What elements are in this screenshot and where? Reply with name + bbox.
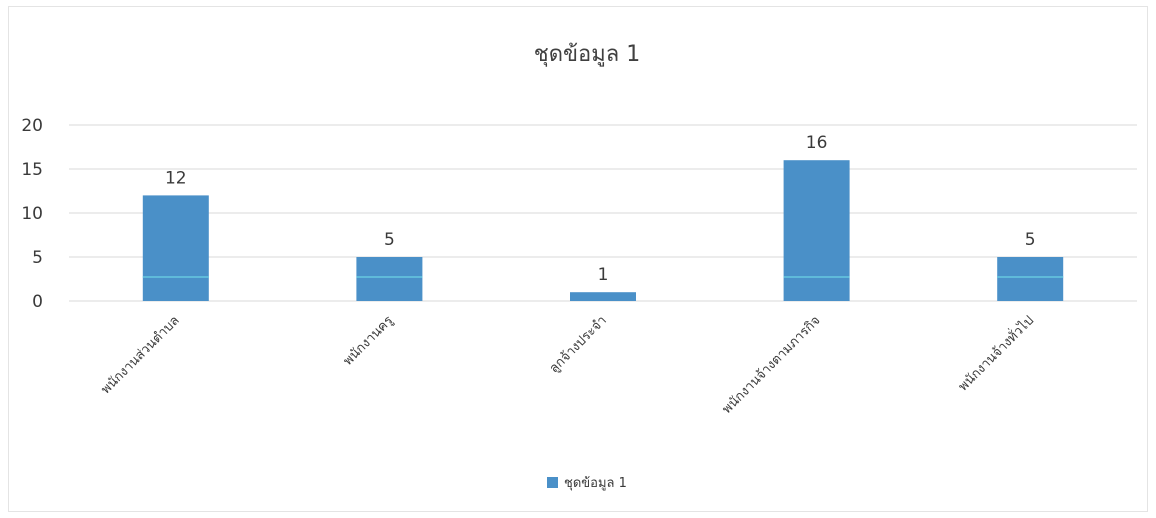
bar [783,160,850,301]
data-label: 16 [806,133,828,153]
bar-chart: ชุดข้อมูล 1 0 5 10 15 20 12 5 1 16 5 พนักงานส่วน… [21,42,1137,491]
bar [570,292,636,301]
y-tick-label: 10 [21,204,43,224]
x-axis-ticks: พนักงานส่วนตำบล พนักงานครู ลูกจ้างประจำ พนั… [99,312,1038,417]
data-labels: 12 5 1 16 5 [165,133,1036,285]
x-tick-label: พนักงานส่วนตำบล [99,313,183,397]
data-label: 5 [1025,230,1036,250]
bar [356,257,423,301]
chart-title: ชุดข้อมูล 1 [534,42,640,67]
x-tick-label: ลูกจ้างประจำ [547,313,610,376]
x-tick-label: พนักงานจ้างทั่วไป [954,312,1037,395]
data-label: 12 [165,168,187,188]
bars [142,160,1064,301]
data-label: 1 [598,265,609,285]
chart-frame: ชุดข้อมูล 1 0 5 10 15 20 12 5 1 16 5 พนักงานส่วน… [8,6,1148,512]
x-tick-label: พนักงานครู [341,313,397,369]
y-axis-ticks: 0 5 10 15 20 [21,116,43,312]
legend-label: ชุดข้อมูล 1 [564,476,627,491]
y-tick-label: 0 [32,292,43,312]
data-label: 5 [384,230,395,250]
y-tick-label: 15 [21,160,43,180]
grid-lines [69,124,1137,302]
legend: ชุดข้อมูล 1 [547,476,627,491]
x-tick-label: พนักงานจ้างตามภารกิจ [720,313,824,417]
bar [997,257,1064,301]
bar [142,195,209,301]
y-tick-label: 5 [32,248,43,268]
legend-swatch [547,477,558,488]
y-tick-label: 20 [21,116,43,136]
